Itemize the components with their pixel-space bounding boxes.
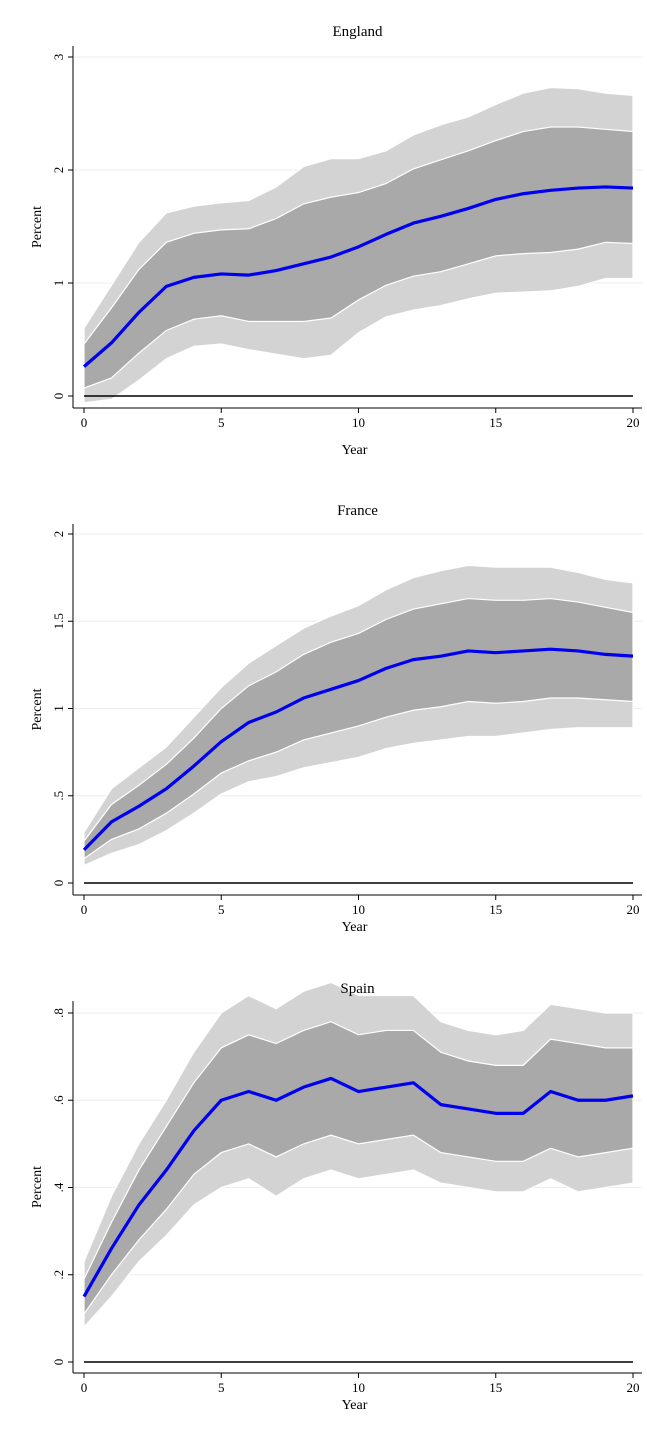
x-tick-label: 15 [489, 902, 502, 917]
chart-title: France [337, 503, 378, 519]
point-estimate-line [82, 647, 634, 851]
y-axis-title: Percent [30, 1166, 45, 1208]
y-tick-label: .2 [51, 1270, 66, 1280]
x-axis-title: Year [342, 443, 368, 458]
y-tick-label: 0 [51, 393, 66, 400]
y-tick-label: .4 [51, 1182, 66, 1192]
y-tick-label: 1.5 [51, 613, 66, 629]
y-tick-label: 2 [51, 167, 66, 174]
y-tick-label: 1 [51, 705, 66, 712]
panel-spain: 0 5 10 15 20 0 .2 .4 .6 .8 Spain Year Percent [30, 981, 642, 1413]
y-tick-label: 0 [51, 1359, 66, 1366]
x-tick-label: 0 [81, 902, 88, 917]
y-tick-label: 2 [51, 531, 66, 538]
x-tick-label: 0 [81, 415, 88, 430]
y-axis-title: Percent [30, 206, 45, 248]
x-tick-label: 5 [218, 902, 225, 917]
x-tick-label: 20 [627, 415, 640, 430]
chart-title: England [333, 24, 383, 40]
x-tick-label: 15 [489, 1380, 502, 1395]
x-axis-title: Year [342, 920, 368, 935]
y-tick-label: 0 [51, 880, 66, 887]
y-tick-label: .6 [51, 1095, 66, 1105]
x-tick-label: 10 [352, 415, 365, 430]
inner-confidence-band [83, 126, 634, 389]
y-tick-label: 1 [51, 280, 66, 287]
point-estimate-line [82, 185, 634, 368]
x-tick-label: 10 [352, 902, 365, 917]
y-axis-title: Percent [30, 688, 45, 730]
panel-france: 0 5 10 15 20 0 .5 1 1.5 2 France Year Percent [30, 503, 642, 935]
x-tick-label: 5 [218, 1380, 225, 1395]
inner-confidence-band [83, 1021, 634, 1316]
x-tick-label: 10 [352, 1380, 365, 1395]
x-tick-label: 5 [218, 415, 225, 430]
x-tick-label: 15 [489, 415, 502, 430]
x-tick-label: 20 [627, 902, 640, 917]
panel-england: 0 5 10 15 20 0 1 2 3 England Year Percent [30, 24, 642, 458]
chart-title: Spain [340, 981, 375, 997]
x-axis-title: Year [342, 1398, 368, 1413]
x-tick-label: 0 [81, 1380, 88, 1395]
y-tick-label: .5 [51, 791, 66, 801]
y-tick-label: .8 [51, 1008, 66, 1018]
y-tick-label: 3 [51, 54, 66, 61]
inner-confidence-band [83, 597, 634, 860]
point-estimate-line [82, 1076, 634, 1298]
x-tick-label: 20 [627, 1380, 640, 1395]
